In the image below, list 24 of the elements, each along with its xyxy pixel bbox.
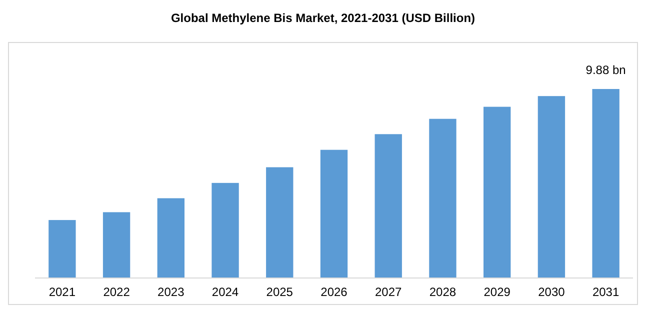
x-tick-label: 2022 xyxy=(103,285,130,299)
bar xyxy=(266,167,294,278)
bar xyxy=(538,96,566,278)
bar xyxy=(157,198,184,278)
x-tick-label: 2027 xyxy=(375,285,402,299)
x-tick-label: 2028 xyxy=(429,285,456,299)
bar xyxy=(102,212,130,278)
x-tick-label: 2029 xyxy=(484,285,511,299)
bar xyxy=(320,150,348,278)
bar xyxy=(48,220,76,278)
x-tick-label: 2025 xyxy=(266,285,294,299)
x-tick-label: 2031 xyxy=(592,285,620,299)
x-tick-label: 2021 xyxy=(48,285,76,299)
bar xyxy=(212,182,239,278)
data-label: 9.88 bn xyxy=(586,63,626,77)
x-tick-label: 2024 xyxy=(212,285,239,299)
bar xyxy=(484,106,511,278)
bar xyxy=(374,134,402,278)
chart-title: Global Methylene Bis Market, 2021-2031 (USD Billion) xyxy=(170,11,476,25)
bar xyxy=(592,89,620,278)
x-tick-label: 2023 xyxy=(158,285,185,299)
x-tick-label: 2026 xyxy=(320,285,348,299)
x-tick-label: 2030 xyxy=(538,285,566,299)
bar xyxy=(429,118,456,278)
